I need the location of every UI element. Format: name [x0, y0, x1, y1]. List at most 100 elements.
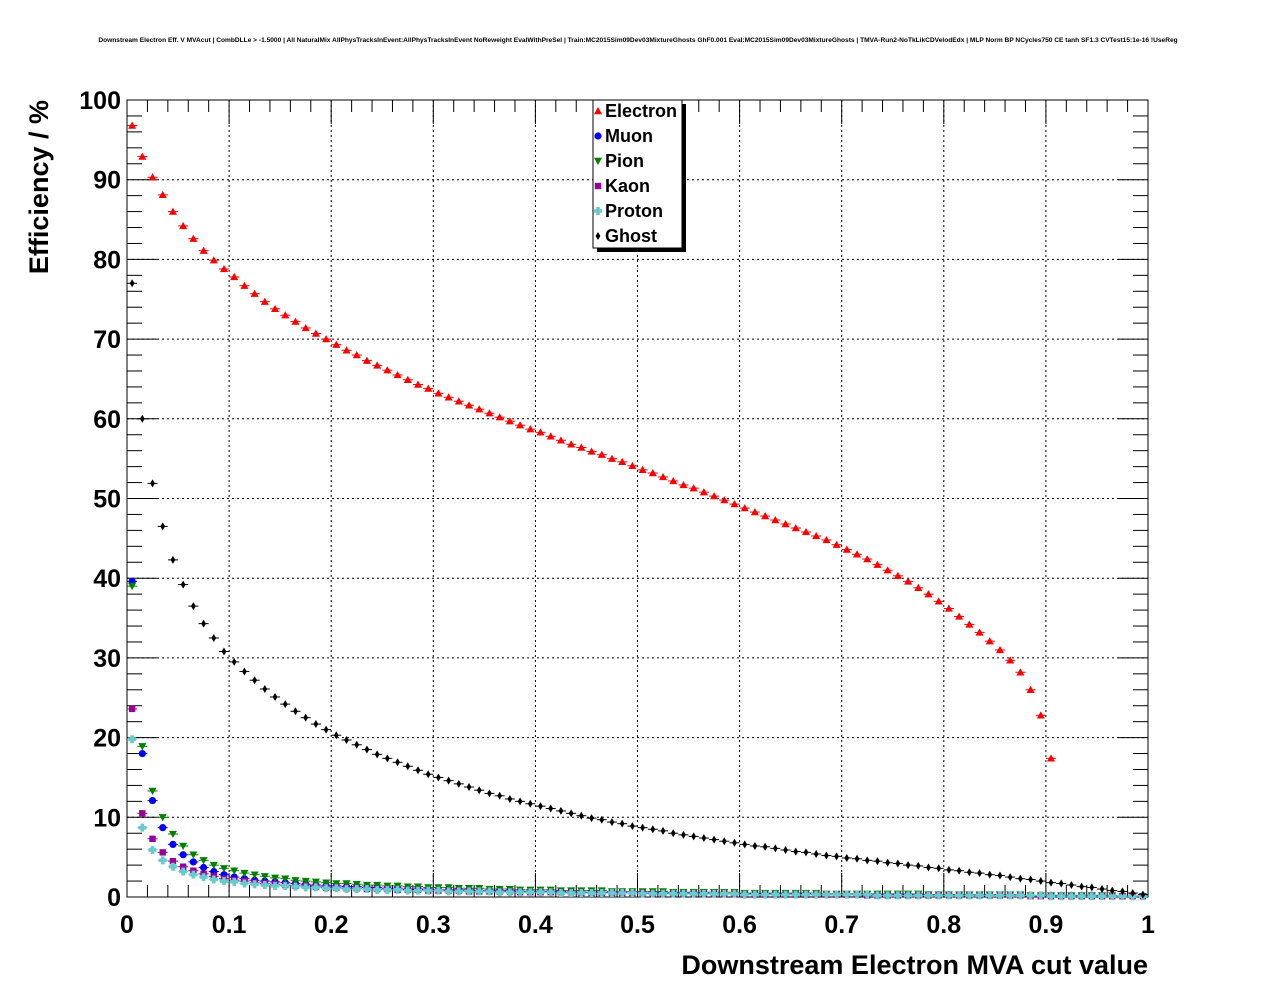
data-point: [189, 234, 198, 242]
data-point: [955, 612, 964, 620]
data-point: [853, 550, 862, 558]
data-point: [169, 857, 177, 865]
data-point: [801, 890, 810, 899]
data-point: [1118, 892, 1127, 901]
data-point: [129, 279, 135, 288]
data-point: [189, 858, 197, 866]
data-point: [159, 849, 166, 856]
data-point: [740, 504, 749, 512]
data-point: [721, 837, 727, 846]
legend-marker-electron: [594, 107, 602, 115]
data-point: [803, 848, 809, 857]
data-point: [975, 628, 984, 636]
data-point: [1069, 881, 1074, 890]
data-point: [1130, 889, 1136, 898]
data-point: [424, 886, 433, 895]
data-point: [946, 865, 952, 874]
data-point: [311, 878, 320, 886]
data-point: [761, 890, 770, 899]
data-point: [648, 468, 657, 477]
data-point: [679, 889, 688, 898]
data-point: [475, 405, 484, 413]
data-point: [446, 776, 452, 785]
data-point: [904, 577, 913, 585]
data-point: [311, 329, 320, 337]
data-point: [291, 317, 300, 325]
data-point: [332, 340, 341, 348]
data-point: [660, 826, 666, 835]
data-point: [527, 799, 533, 808]
data-point: [465, 887, 474, 896]
data-point: [926, 863, 931, 872]
data-point: [444, 887, 453, 896]
data-point: [556, 436, 565, 444]
data-point: [403, 375, 412, 383]
data-point: [732, 838, 737, 847]
data-point: [168, 207, 177, 215]
y-tick-label: 30: [93, 645, 121, 673]
data-point: [1089, 883, 1095, 892]
x-tick-label: 0.5: [620, 911, 655, 939]
data-point: [201, 619, 206, 628]
data-point: [720, 496, 729, 504]
data-point: [995, 645, 1004, 654]
data-markers: [127, 121, 1148, 901]
data-point: [240, 879, 249, 888]
data-point: [219, 264, 228, 273]
data-point: [168, 862, 177, 871]
data-point: [1099, 885, 1105, 894]
data-point: [413, 380, 422, 388]
x-tick-label: 0.9: [1029, 911, 1064, 939]
data-point: [138, 823, 147, 832]
data-point: [914, 583, 923, 591]
data-point: [128, 705, 136, 713]
data-point: [893, 891, 902, 900]
data-point: [1079, 882, 1085, 891]
data-point: [158, 190, 167, 199]
data-point: [179, 863, 187, 870]
data-point: [629, 822, 635, 831]
chart-title: Downstream Electron Eff. V MVAcut | Comb…: [98, 37, 1177, 44]
data-point: [354, 740, 360, 749]
data-point: [546, 432, 555, 440]
data-point: [730, 889, 739, 898]
series-proton: [127, 735, 1148, 901]
legend-label-muon: Muon: [605, 126, 653, 146]
data-point: [1016, 891, 1025, 900]
data-point: [985, 891, 994, 900]
data-point: [189, 851, 198, 859]
data-point: [231, 657, 237, 666]
y-tick-label: 50: [93, 486, 121, 514]
data-point: [791, 523, 800, 532]
data-point: [985, 637, 994, 645]
data-point: [1077, 892, 1086, 901]
data-point: [373, 885, 382, 894]
data-point: [301, 323, 310, 332]
data-point: [526, 888, 535, 897]
data-point: [873, 560, 882, 568]
data-point: [883, 566, 892, 574]
data-point: [495, 888, 504, 897]
plot-area: 0 0.1 0.2 0.3 0.4 0.5 0.6 0.7 0.8 0.9 1 0 10 20 30 40 5…: [79, 87, 1155, 939]
data-point: [711, 835, 717, 844]
y-tick-label: 70: [93, 326, 121, 354]
data-point: [659, 472, 668, 481]
data-point: [597, 450, 606, 458]
data-point: [466, 783, 472, 792]
x-tick-label: 0.8: [926, 911, 961, 939]
data-point: [454, 887, 463, 896]
x-tick-label: 0.4: [518, 911, 553, 939]
data-point: [395, 758, 400, 767]
data-point: [199, 857, 208, 865]
data-point: [578, 811, 584, 820]
data-point: [424, 384, 433, 392]
axis-ticks: [126, 99, 1149, 898]
data-point: [260, 873, 269, 881]
data-point: [834, 852, 839, 861]
data-point: [271, 304, 280, 313]
data-point: [791, 890, 800, 899]
data-point: [485, 409, 494, 417]
data-point: [752, 841, 758, 850]
data-point: [179, 851, 187, 859]
data-point: [190, 602, 196, 611]
